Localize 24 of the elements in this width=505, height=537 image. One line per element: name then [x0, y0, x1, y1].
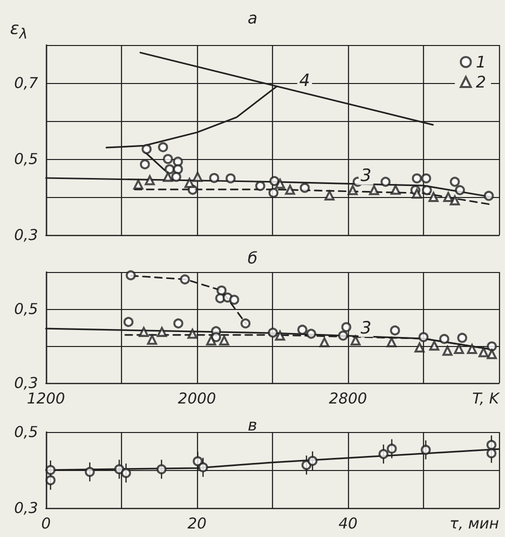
x-tick-label: 2800	[328, 390, 368, 408]
x-tick-label: 0	[41, 514, 51, 532]
y-tick-label: 0,5	[14, 423, 38, 441]
x-tick-label: 40	[338, 514, 358, 532]
x-tick-label: 1200	[26, 390, 66, 408]
x-axis-title: τ, мин	[450, 514, 500, 532]
y-axis-title: ε$_{λ}$	[10, 19, 28, 42]
legend-label: 1	[476, 52, 486, 72]
series-label: 4	[299, 71, 310, 92]
y-tick-label: 0,3	[14, 226, 38, 244]
chart-title: в	[248, 416, 258, 434]
x-tick-label: 20	[187, 514, 207, 532]
y-tick-label: 0,3	[14, 374, 38, 392]
y-tick-label: 0,3	[14, 499, 38, 517]
series-label: 3	[360, 166, 372, 186]
y-tick-label: 0,7	[14, 74, 38, 92]
x-tick-label: 2000	[178, 390, 216, 408]
x-axis-title: T, K	[472, 390, 500, 408]
legend-label: 2	[476, 72, 486, 92]
chart-title: а	[248, 8, 258, 28]
y-tick-label: 0,5	[14, 150, 38, 168]
y-tick-label: 0,5	[14, 300, 38, 318]
series-label: 3	[360, 318, 372, 338]
chart-title: б	[248, 248, 258, 268]
